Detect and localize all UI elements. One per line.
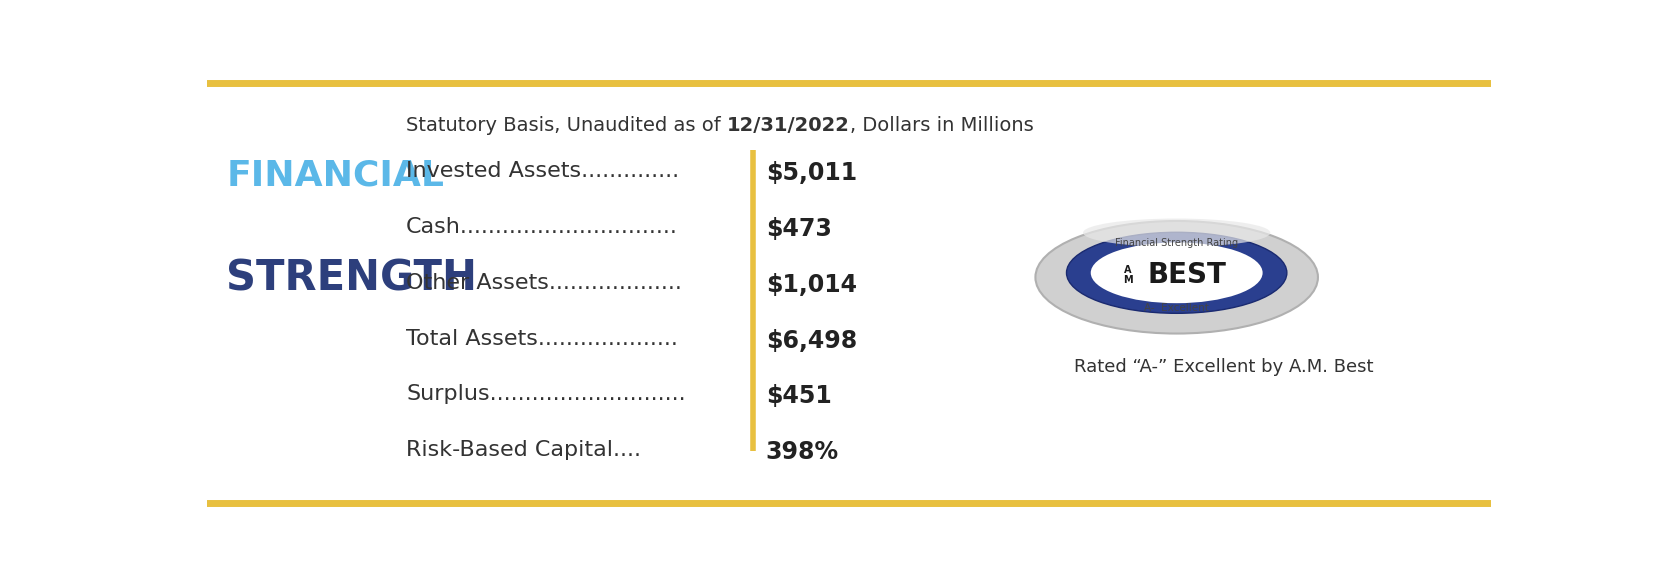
Ellipse shape [1084,219,1271,247]
Text: $6,498: $6,498 [766,329,857,353]
Text: Surplus............................: Surplus............................ [406,385,686,404]
Text: Cash...............................: Cash............................... [406,217,678,237]
Text: Financial Strength Rating: Financial Strength Rating [1115,238,1238,248]
Text: STRENGTH: STRENGTH [227,257,477,299]
Text: A: A [1123,264,1132,275]
Text: BEST: BEST [1148,261,1226,289]
Text: M: M [1123,274,1133,285]
Text: $1,014: $1,014 [766,273,857,297]
Text: , Dollars in Millions: , Dollars in Millions [850,117,1034,136]
Text: 12/31/2022: 12/31/2022 [727,117,850,136]
Text: FINANCIAL: FINANCIAL [227,159,444,193]
Text: Total Assets....................: Total Assets.................... [406,329,678,349]
Ellipse shape [1090,242,1263,303]
Ellipse shape [1036,221,1317,333]
Text: 398%: 398% [766,440,838,464]
Text: Other Assets...................: Other Assets................... [406,273,683,293]
Text: Risk-Based Capital....: Risk-Based Capital.... [406,440,641,461]
Text: $451: $451 [766,385,832,408]
Text: A-  Excellent: A- Excellent [1145,303,1210,313]
Text: $5,011: $5,011 [766,161,857,185]
Text: Statutory Basis, Unaudited as of: Statutory Basis, Unaudited as of [406,117,727,136]
Text: $473: $473 [766,217,832,241]
Text: Invested Assets..............: Invested Assets.............. [406,161,679,181]
Ellipse shape [1067,232,1287,313]
Text: Rated “A-” Excellent by A.M. Best: Rated “A-” Excellent by A.M. Best [1074,358,1374,376]
